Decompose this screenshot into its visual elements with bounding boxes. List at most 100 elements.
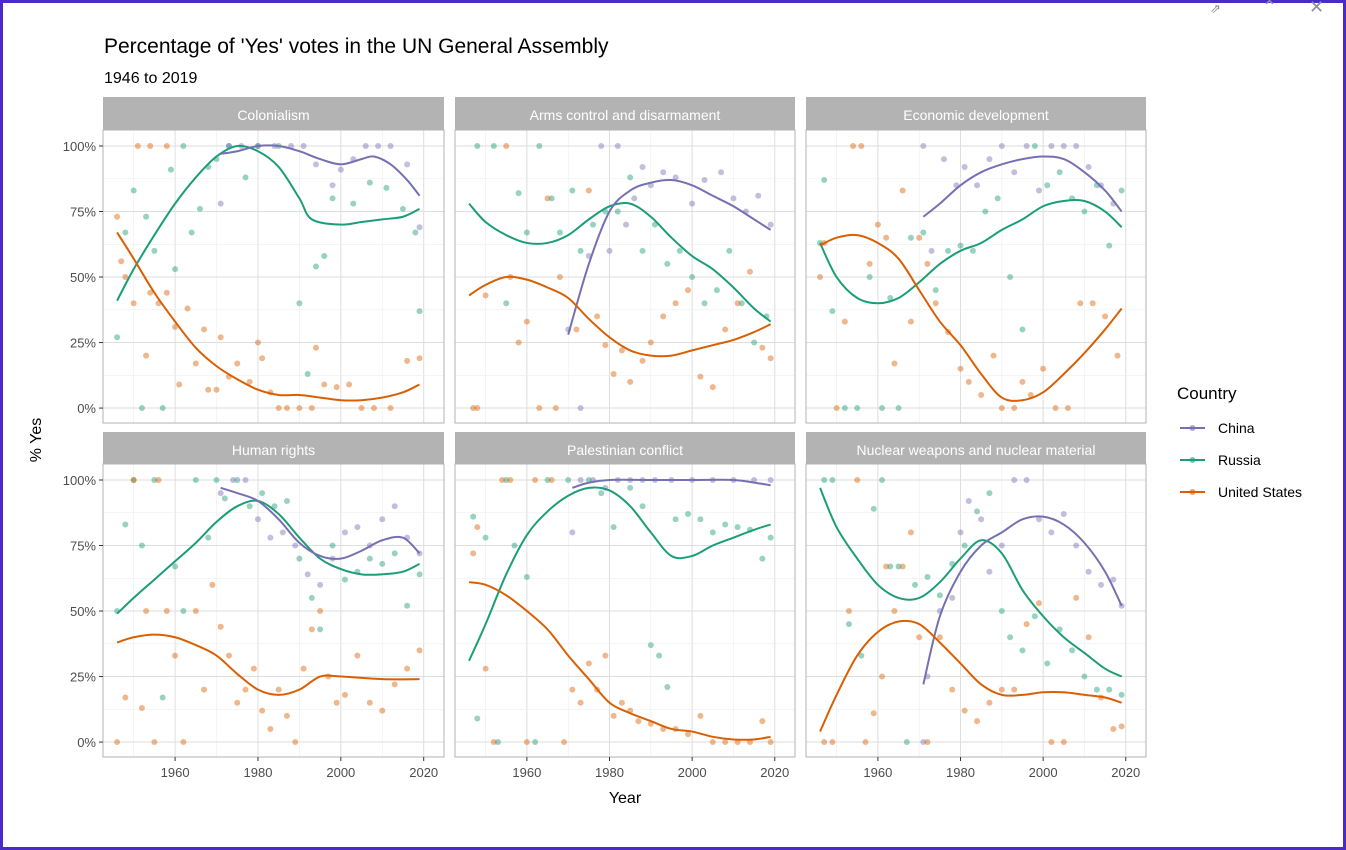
close-icon[interactable]: ✕ [1309,0,1325,17]
facet-panel-4: Palestinian conflict 1960 1980 2000 2020 [454,432,796,780]
strip-background [103,97,444,130]
point-russia [283,497,290,504]
point-china [1011,169,1018,176]
point-united-states [254,339,261,346]
point-russia [907,234,914,241]
point-russia [1019,326,1026,333]
point-united-states [548,476,555,483]
point-russia [879,476,886,483]
y-tick-label: 50% [70,604,96,619]
point-united-states [850,142,857,149]
point-united-states [1089,300,1096,307]
point-china [379,516,386,523]
chevron-up-icon[interactable]: ⌃ [1262,0,1278,17]
point-united-states [147,289,154,296]
point-united-states [482,292,489,299]
point-russia [722,521,729,528]
restore-icon[interactable]: ⇗ [1210,1,1221,16]
point-united-states [1102,313,1109,320]
point-russia [829,308,836,315]
point-united-states [176,381,183,388]
point-united-states [300,665,307,672]
point-russia [577,247,584,254]
point-russia [544,476,551,483]
point-united-states [267,725,274,732]
point-united-states [234,699,241,706]
point-china [920,739,927,746]
smooth-line-russia [468,486,771,662]
smooth-line-united-states [116,231,420,402]
point-united-states [1085,634,1092,641]
point-russia [639,503,646,510]
point-china [598,142,605,149]
point-russia [713,287,720,294]
point-united-states [404,357,411,364]
point-united-states [321,381,328,388]
legend-key-point [1189,489,1196,495]
point-russia [627,174,634,181]
point-china [701,177,708,184]
point-united-states [883,234,890,241]
smooth-line-china [567,178,772,335]
point-united-states [627,378,634,385]
point-russia [969,247,976,254]
point-russia [503,300,510,307]
point-united-states [854,476,861,483]
y-tick-label: 100% [63,139,97,154]
point-russia [627,484,634,491]
point-united-states [354,652,361,659]
point-china [998,542,1005,549]
point-china [254,516,261,523]
point-united-states [552,405,559,412]
point-united-states [333,699,340,706]
point-china [606,247,613,254]
point-united-states [387,405,394,412]
point-united-states [990,352,997,359]
point-russia [697,516,704,523]
y-tick-label: 75% [70,539,96,554]
point-china [1060,142,1067,149]
point-united-states [490,739,497,746]
point-russia [494,739,501,746]
point-united-states [879,673,886,680]
x-tick-label: 1960 [161,765,190,780]
point-united-states [610,712,617,719]
point-united-states [499,476,506,483]
x-tick-label: 2020 [1111,765,1140,780]
point-united-states [1110,725,1117,732]
point-china [639,163,646,170]
point-united-states [192,608,199,615]
point-russia [114,334,121,341]
point-united-states [163,142,170,149]
point-russia [936,592,943,599]
point-united-states [635,718,642,725]
point-russia [903,739,910,746]
point-russia [259,490,266,497]
point-united-states [130,476,137,483]
point-china [660,169,667,176]
point-united-states [151,739,158,746]
point-united-states [858,142,865,149]
point-united-states [213,386,220,393]
point-china [755,192,762,199]
smooth-line-united-states [468,581,771,741]
point-china [230,476,237,483]
point-united-states [155,476,162,483]
point-united-states [209,581,216,588]
point-united-states [561,739,568,746]
point-russia [536,142,543,149]
point-united-states [841,318,848,325]
smooth-line-united-states [468,275,772,358]
point-russia [870,505,877,512]
point-russia [1081,673,1088,680]
point-china [1097,581,1104,588]
panel-border [102,129,445,424]
point-russia [569,187,576,194]
panel-border [805,463,1147,758]
point-russia [895,563,902,570]
point-united-states [1052,405,1059,412]
point-united-states [292,739,299,746]
point-russia [598,490,605,497]
point-united-states [225,652,232,659]
strip-background [455,432,795,464]
